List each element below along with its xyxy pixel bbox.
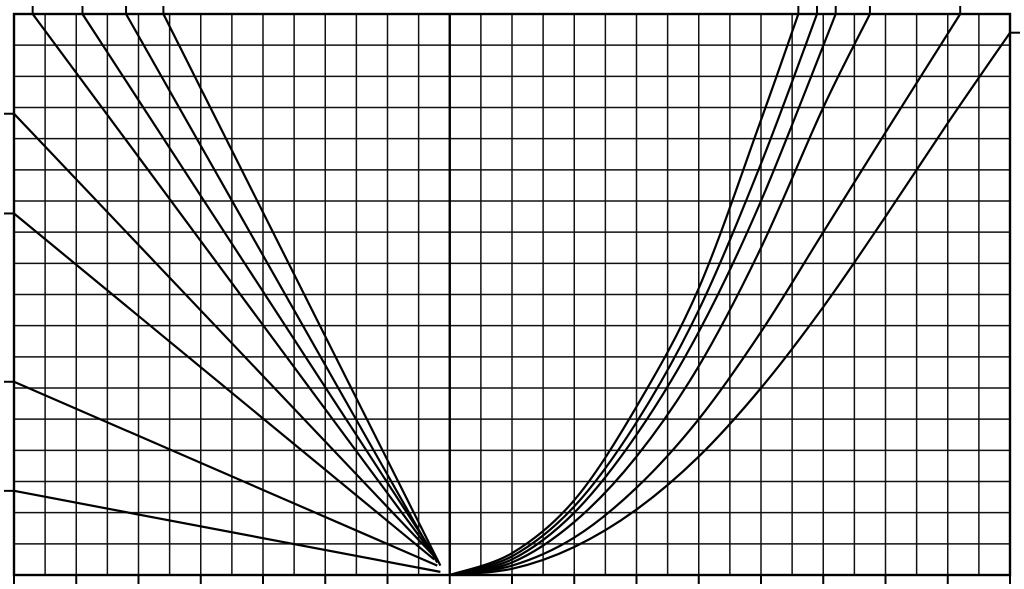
plot-frame: [12, 12, 1012, 577]
frame-layer: [12, 12, 1012, 577]
series-line-6: [81, 13, 439, 561]
series-line-9: [449, 13, 800, 577]
series-line-14: [449, 32, 1011, 577]
series-line-3: [13, 212, 435, 561]
series-line-10: [449, 13, 819, 577]
series-layer: [13, 13, 1011, 577]
series-line-5: [31, 13, 436, 557]
tick-layer: [4, 6, 1020, 584]
series-line-1: [13, 489, 441, 573]
grid-layer: [13, 13, 1011, 576]
series-line-8: [162, 13, 442, 567]
series-line-2: [13, 380, 438, 567]
series-line-11: [449, 13, 837, 577]
series-line-7: [125, 13, 439, 564]
series-line-12: [449, 13, 871, 577]
series-line-13: [449, 13, 962, 577]
series-line-4: [13, 112, 435, 558]
